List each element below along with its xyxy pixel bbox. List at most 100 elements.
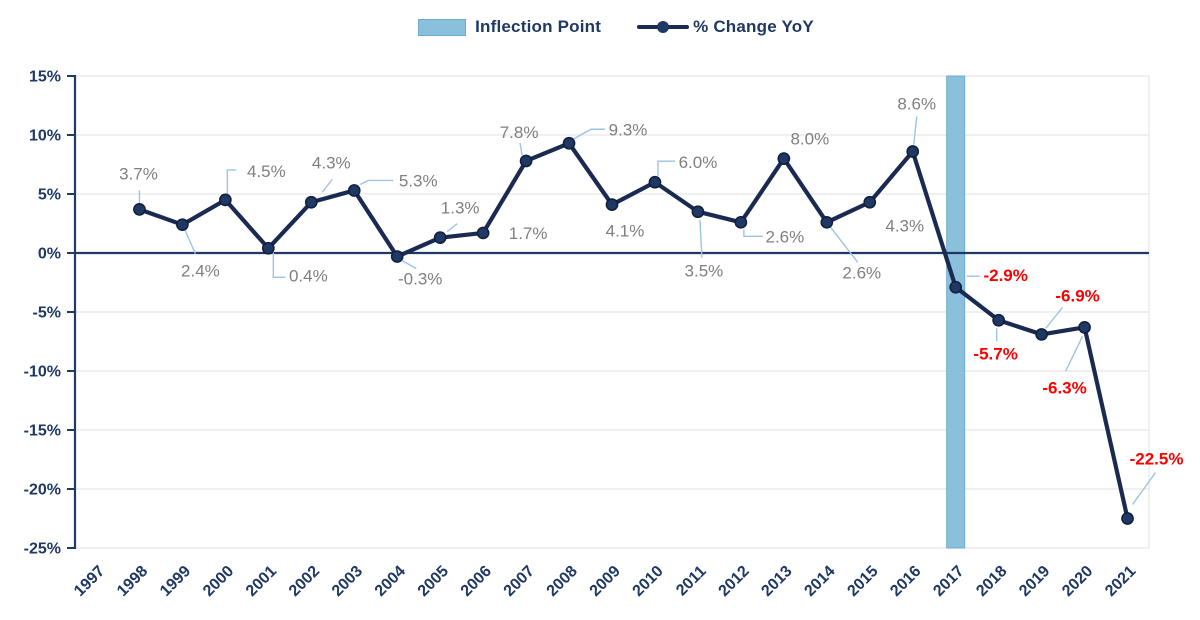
data-point-2012 bbox=[734, 215, 748, 229]
x-tick-label: 2004 bbox=[372, 563, 409, 600]
data-label-2005: 1.3% bbox=[441, 199, 480, 218]
data-point-2006 bbox=[476, 226, 490, 240]
x-tick-label: 2001 bbox=[243, 563, 280, 600]
data-label-2009: 4.1% bbox=[606, 222, 645, 241]
data-label-2012: 2.6% bbox=[766, 227, 805, 246]
label-leader-line bbox=[183, 228, 197, 254]
data-label-2004: -0.3% bbox=[398, 270, 442, 289]
data-label-2020: -6.3% bbox=[1042, 378, 1086, 397]
x-tick-label: 2013 bbox=[758, 563, 795, 600]
data-point-1998 bbox=[133, 202, 146, 216]
data-point-2000 bbox=[219, 193, 232, 207]
x-tick-label: 2009 bbox=[587, 563, 624, 600]
series-line bbox=[137, 141, 1130, 521]
label-leader-line bbox=[399, 258, 417, 270]
legend-line-marker-icon bbox=[657, 21, 670, 33]
x-tick-label: 2005 bbox=[415, 563, 452, 600]
x-tick-label: 2019 bbox=[1016, 563, 1053, 600]
x-tick-label: 2014 bbox=[801, 563, 838, 600]
data-point-2003 bbox=[347, 184, 361, 197]
y-tick-label: -15% bbox=[24, 423, 61, 440]
legend-band-swatch-icon bbox=[418, 18, 467, 36]
label-leader-line bbox=[829, 225, 859, 263]
x-tick-label: 1999 bbox=[157, 563, 194, 600]
x-tick-label: 2007 bbox=[501, 563, 538, 600]
x-tick-label: 2018 bbox=[973, 563, 1010, 600]
data-point-2017 bbox=[949, 280, 963, 294]
data-label-1998: 3.7% bbox=[119, 164, 158, 183]
y-tick-label: 15% bbox=[29, 69, 61, 86]
x-tick-label: 1998 bbox=[114, 563, 151, 600]
data-point-2020 bbox=[1078, 320, 1091, 334]
x-tick-label: 2020 bbox=[1059, 563, 1096, 600]
y-tick-label: -20% bbox=[24, 482, 61, 499]
label-leader-line bbox=[321, 178, 333, 193]
x-tick-label: 2021 bbox=[1102, 563, 1139, 600]
label-leader-line bbox=[1045, 306, 1064, 329]
data-point-2008 bbox=[562, 136, 576, 150]
data-label-2008: 9.3% bbox=[609, 120, 648, 139]
x-tick-label: 2010 bbox=[630, 563, 667, 600]
data-label-2006: 1.7% bbox=[509, 224, 548, 243]
data-point-2002 bbox=[304, 195, 318, 209]
x-tick-label: 2006 bbox=[458, 563, 495, 600]
label-leader-line bbox=[657, 160, 675, 177]
data-label-2003: 5.3% bbox=[399, 171, 438, 190]
x-tick-label: 2002 bbox=[286, 563, 323, 600]
data-point-2009 bbox=[605, 198, 619, 211]
data-label-2000: 4.5% bbox=[247, 162, 286, 181]
x-tick-label: 2003 bbox=[329, 563, 366, 600]
data-point-2004 bbox=[390, 250, 404, 263]
x-tick-label: 2011 bbox=[673, 563, 710, 600]
y-tick-label: -5% bbox=[33, 305, 61, 322]
data-label-2017: -2.9% bbox=[983, 266, 1027, 285]
data-label-2016: 8.6% bbox=[897, 95, 936, 114]
data-point-2021 bbox=[1121, 512, 1134, 525]
legend-band-label: Inflection Point bbox=[475, 17, 602, 36]
legend-item-inflection-point: Inflection Point bbox=[418, 17, 601, 37]
y-tick-label: 5% bbox=[38, 187, 61, 204]
data-label-2014: 2.6% bbox=[842, 263, 881, 282]
data-point-2001 bbox=[261, 241, 275, 255]
legend: Inflection Point % Change YoY bbox=[32, 17, 1200, 37]
x-tick-label: 1997 bbox=[71, 563, 108, 600]
legend-item-change-yoy: % Change YoY bbox=[637, 17, 814, 37]
x-tick-label: 2012 bbox=[716, 563, 753, 600]
data-label-2018: -5.7% bbox=[973, 344, 1017, 363]
data-point-2007 bbox=[519, 154, 533, 168]
data-label-2002: 4.3% bbox=[312, 153, 351, 172]
y-tick-label: -10% bbox=[24, 364, 61, 381]
x-tick-label: 2017 bbox=[930, 563, 967, 600]
data-point-2005 bbox=[433, 231, 447, 245]
data-point-2013 bbox=[777, 152, 791, 165]
y-tick-label: 10% bbox=[29, 128, 61, 145]
data-point-1999 bbox=[176, 218, 189, 232]
label-leader-line bbox=[1064, 336, 1084, 372]
legend-line-label: % Change YoY bbox=[693, 17, 814, 36]
data-point-2010 bbox=[648, 175, 662, 189]
data-point-2019 bbox=[1035, 328, 1048, 341]
data-label-1999: 2.4% bbox=[181, 262, 220, 281]
label-leader-line bbox=[226, 169, 237, 195]
data-label-2007: 7.8% bbox=[500, 123, 539, 142]
label-leader-line bbox=[1131, 472, 1157, 505]
data-point-2018 bbox=[992, 313, 1005, 327]
x-tick-label: 2015 bbox=[844, 563, 881, 600]
data-label-2021: -22.5% bbox=[1130, 450, 1184, 469]
data-point-2016 bbox=[906, 145, 920, 158]
y-tick-label: 0% bbox=[38, 246, 61, 263]
label-leader-line bbox=[446, 223, 458, 233]
data-point-2015 bbox=[863, 195, 877, 209]
inflection-band bbox=[946, 75, 966, 549]
label-leader-line bbox=[572, 128, 606, 140]
x-tick-label: 2008 bbox=[544, 563, 581, 600]
x-tick-label: 2000 bbox=[200, 563, 237, 600]
label-leader-line bbox=[359, 179, 394, 186]
data-label-2011: 3.5% bbox=[685, 262, 724, 281]
y-tick-label: -25% bbox=[24, 541, 61, 558]
label-leader-line bbox=[743, 229, 763, 238]
data-point-2014 bbox=[820, 215, 834, 229]
label-leader-line bbox=[913, 116, 918, 145]
